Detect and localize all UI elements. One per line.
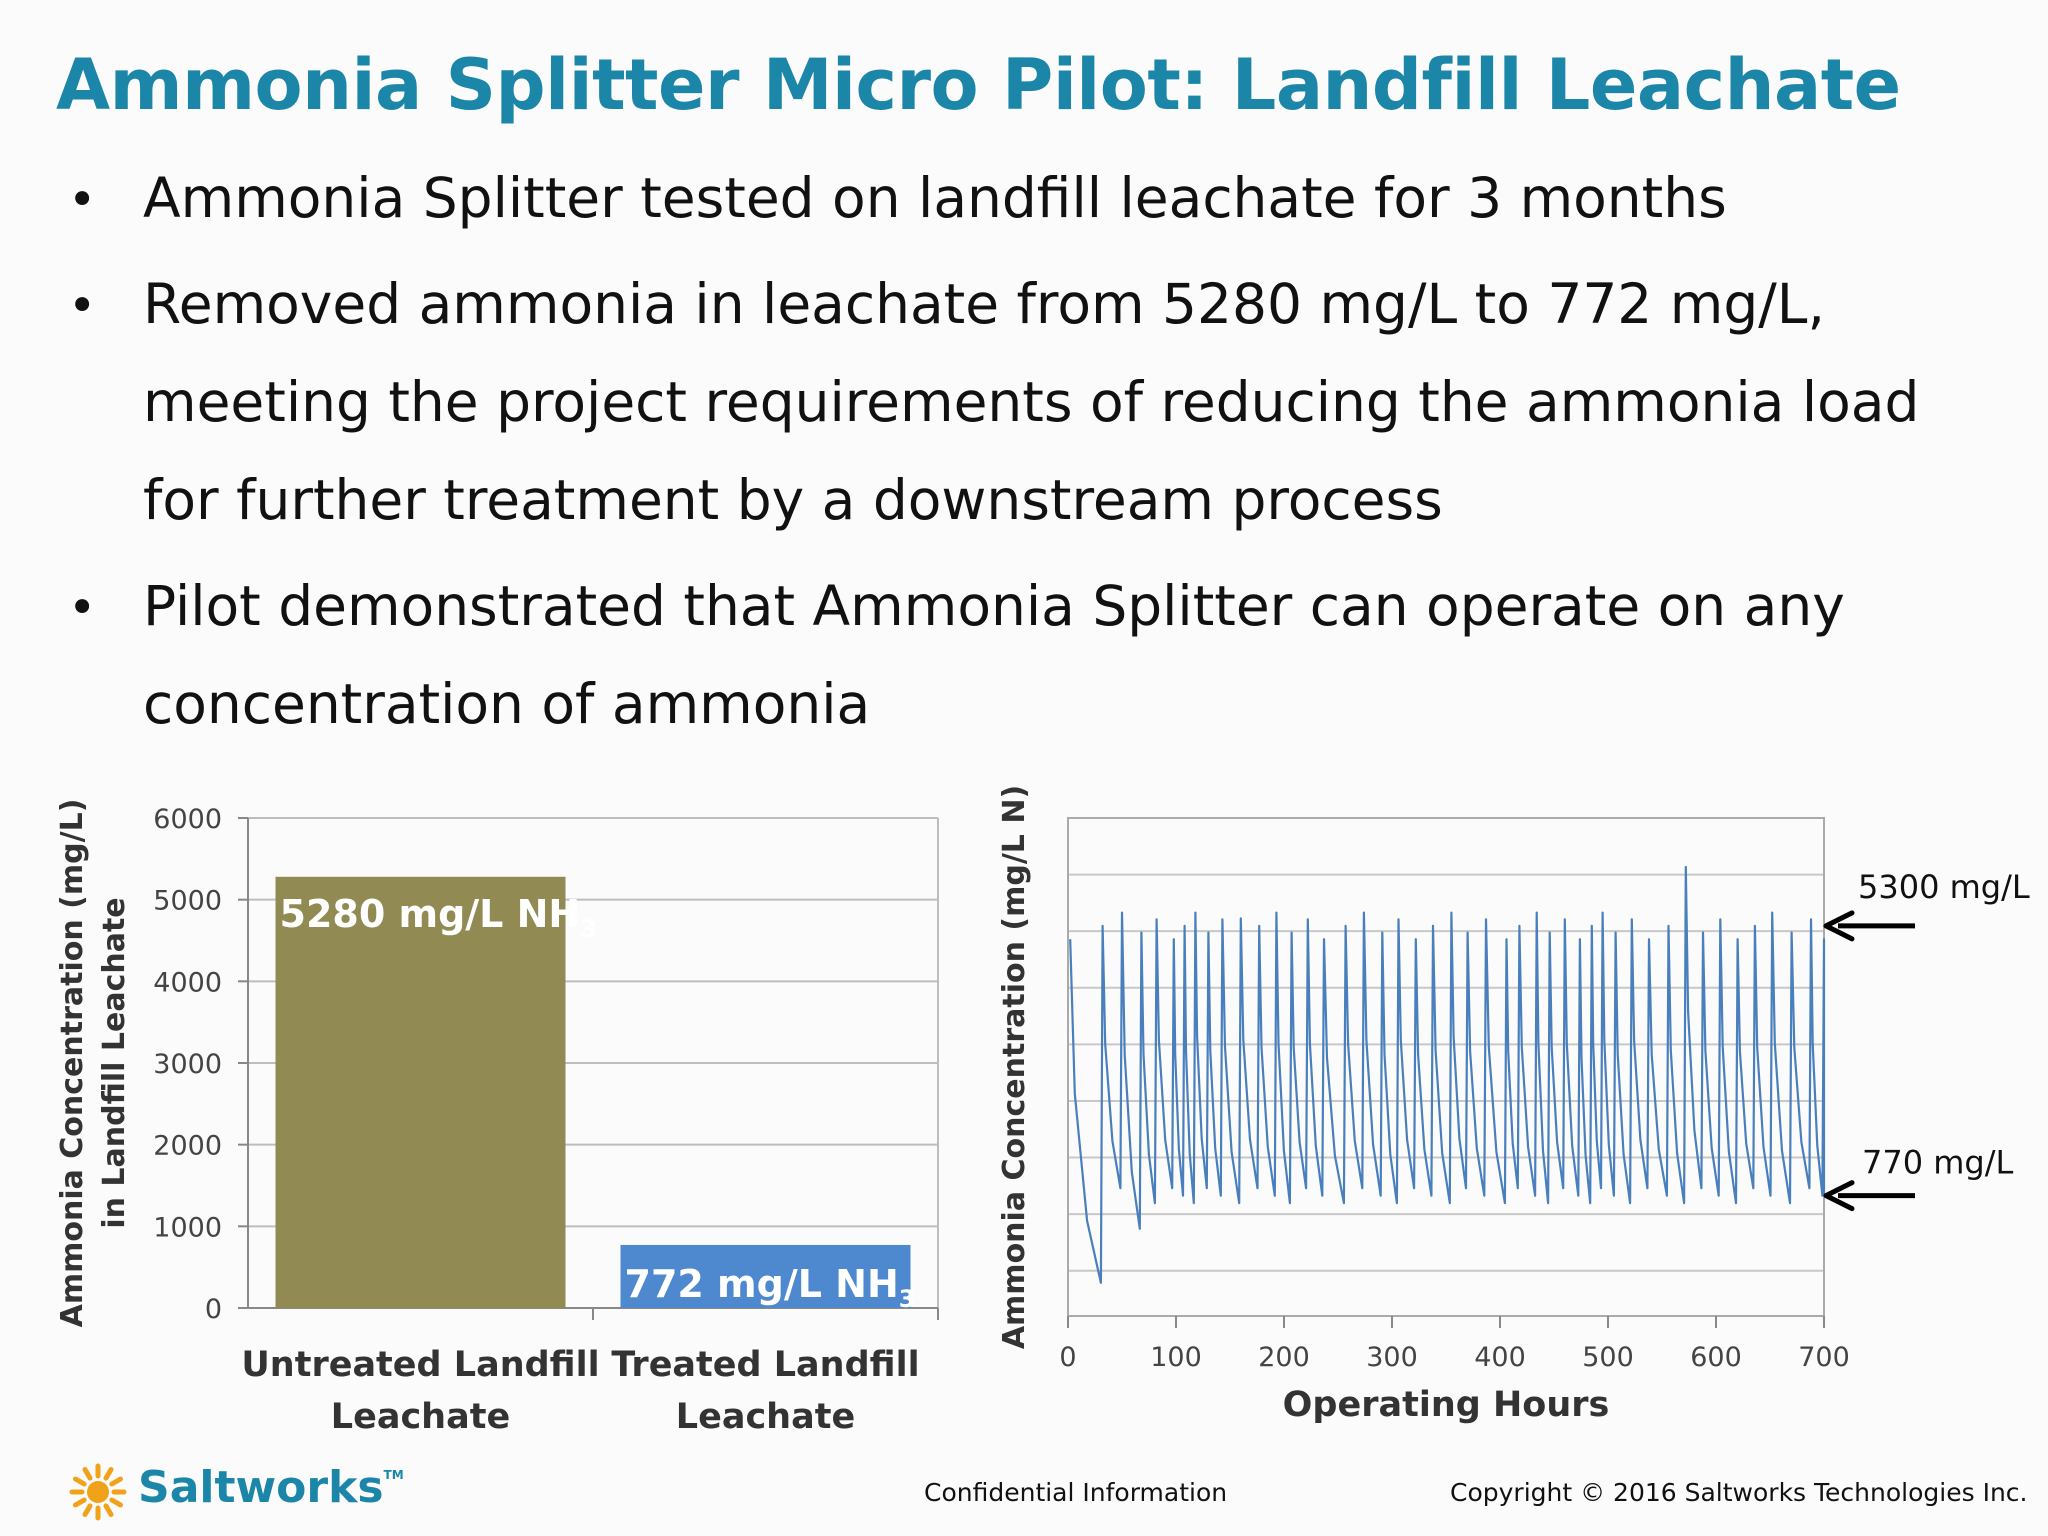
x-tick-label: 0 (1059, 1342, 1076, 1373)
bullet-3-line-2: concentration of ammonia (143, 672, 871, 736)
slide-title: Ammonia Splitter Micro Pilot: Landfill L… (56, 44, 1901, 126)
bullet-marker: • (68, 172, 97, 228)
bar (620, 1244, 911, 1308)
bullet-2-line-3: for further treatment by a downstream pr… (143, 468, 1443, 532)
x-axis-title: Operating Hours (1283, 1385, 1610, 1425)
bullet-marker: • (68, 278, 97, 334)
y-tick-label: 3000 (153, 1049, 222, 1080)
annotation-arrow-head (1823, 1180, 1855, 1212)
bar-data-label: 5280 mg/L NH3 (280, 892, 597, 943)
logo-text: Saltworks (138, 1462, 384, 1513)
sun-ray (103, 1466, 114, 1481)
y-axis-title: Ammonia Concentration (mg/L N) (997, 785, 1032, 1349)
logo-tm: TM (383, 1468, 404, 1482)
bullet-3-line-1: Pilot demonstrated that Ammonia Splitter… (143, 574, 1845, 638)
sun-ray (82, 1503, 93, 1518)
y-tick-label: 0 (205, 1294, 222, 1325)
y-tick-label: 2000 (153, 1131, 222, 1162)
plot-frame (1067, 817, 1825, 1317)
footer-confidential: Confidential Information (924, 1478, 1228, 1507)
y-axis-title: in Landfill Leachate (97, 897, 132, 1228)
x-tick-label: 400 (1474, 1342, 1526, 1373)
x-tick-label: 500 (1582, 1342, 1634, 1373)
bullet-2-line-1: Removed ammonia in leachate from 5280 mg… (143, 272, 1825, 336)
x-category-label: Untreated Landfill (241, 1345, 599, 1385)
bar-data-label-subscript: 3 (899, 1285, 916, 1313)
x-category-label: Treated Landfill (611, 1345, 919, 1385)
sun-core (87, 1481, 109, 1503)
bar-data-label-subscript: 3 (580, 915, 597, 943)
sun-ray (109, 1476, 124, 1487)
x-category-label: Leachate (676, 1397, 855, 1437)
annotation-label: 770 mg/L (1862, 1144, 2014, 1182)
y-tick-label: 6000 (153, 804, 222, 835)
x-tick-label: 600 (1690, 1342, 1742, 1373)
line-chart: 0 100 200 300 400 500 600 700 Operating Hours Amm… (997, 785, 2030, 1425)
bullet-marker: • (68, 580, 97, 636)
series-line (1069, 865, 1826, 1284)
sun-ray (103, 1503, 114, 1518)
y-tick-label: 5000 (153, 886, 222, 917)
annotation-label: 5300 mg/L (1858, 868, 2030, 906)
x-tick-label: 100 (1150, 1342, 1202, 1373)
sun-ray (72, 1476, 87, 1487)
annotation-arrow-head (1823, 910, 1855, 942)
sun-ray (82, 1466, 93, 1481)
x-tick-label: 200 (1258, 1342, 1310, 1373)
bullet-1-line-1: Ammonia Splitter tested on landfill leac… (143, 166, 1727, 230)
footer-copyright: Copyright © 2016 Saltworks Technologies … (1450, 1478, 2028, 1507)
bullet-2-line-2: meeting the project requirements of redu… (143, 370, 1920, 434)
logo-wordmark: SaltworksTM (138, 1462, 404, 1513)
x-tick-label: 700 (1798, 1342, 1850, 1373)
x-tick-label: 300 (1366, 1342, 1418, 1373)
sun-ray (72, 1497, 87, 1508)
y-tick-label: 1000 (153, 1212, 222, 1243)
bar (275, 876, 566, 1308)
sun-ray (109, 1497, 124, 1508)
x-category-label: Leachate (331, 1397, 510, 1437)
y-axis-title: Ammonia Concentration (mg/L) (55, 799, 90, 1328)
bar-chart: 0 1000 2000 3000 4000 5000 6000 5280 mg/L NH3 Un… (55, 799, 939, 1437)
y-tick-label: 4000 (153, 967, 222, 998)
bar-data-label: 772 mg/L NH3 (625, 1262, 916, 1313)
sun-logo-icon (69, 1463, 127, 1521)
